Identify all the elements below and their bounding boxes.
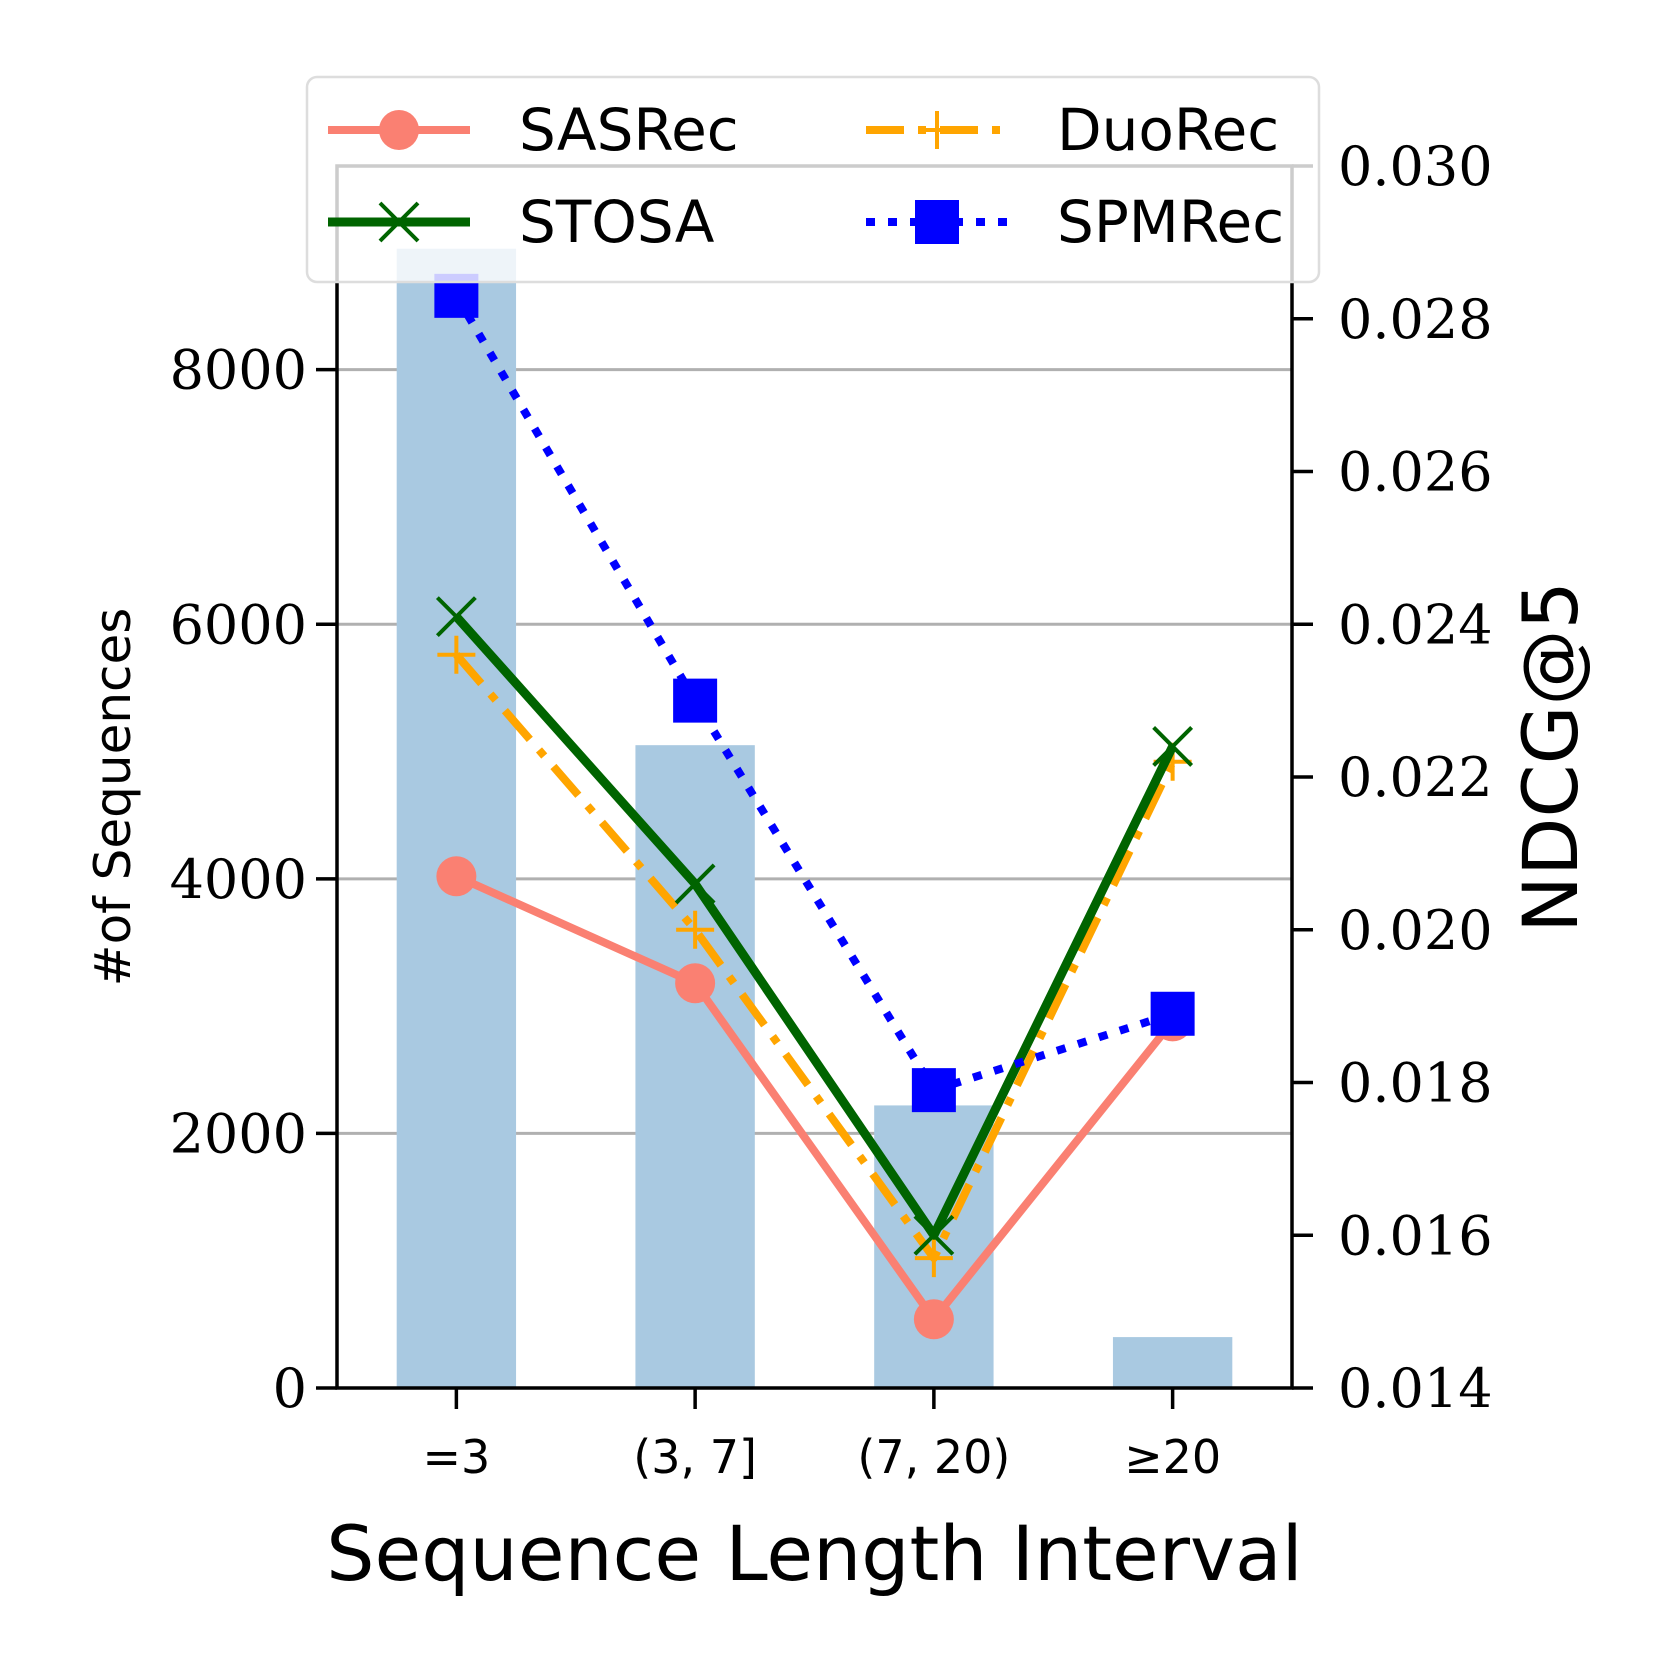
legend-label: DuoRec (1057, 96, 1279, 164)
data-point (436, 856, 477, 897)
left-tick-label: 8000 (170, 339, 307, 402)
left-axis-label: #of Sequences (84, 608, 142, 987)
left-tick-label: 2000 (170, 1102, 307, 1165)
data-point (915, 200, 959, 244)
data-point (673, 678, 718, 723)
bar (1112, 1337, 1233, 1388)
data-point (435, 596, 477, 638)
right-tick-label: 0.016 (1338, 1204, 1493, 1267)
right-axis-label: NDCG@5 (1506, 581, 1595, 933)
data-point (675, 963, 716, 1004)
data-point (437, 635, 476, 674)
legend-item: SPMRec (866, 188, 1284, 256)
data-point (914, 1239, 953, 1278)
right-tick-label: 0.018 (1338, 1052, 1493, 1115)
bar (396, 248, 517, 1388)
series-stosa (435, 596, 1194, 1256)
right-tick-label: 0.022 (1338, 746, 1493, 809)
legend: SASRec DuoRec STOSA SPMRec (305, 75, 1321, 284)
data-point (913, 1299, 954, 1340)
series-line (454, 872, 1176, 1324)
left-tick-label: 4000 (170, 848, 307, 911)
right-tick-label: 0.026 (1338, 441, 1493, 504)
data-point (913, 1214, 955, 1256)
x-axis-label: Sequence Length Interval (326, 1509, 1302, 1598)
series-line (453, 652, 1177, 1263)
data-point (1150, 991, 1195, 1036)
x-tick-label: =3 (422, 1430, 490, 1484)
data-point (676, 910, 715, 949)
legend-frame (305, 75, 1321, 284)
series-line (453, 613, 1177, 1240)
right-tick-label: 0.028 (1338, 288, 1493, 351)
right-tick-label: 0.014 (1338, 1357, 1493, 1420)
data-point (918, 111, 956, 149)
data-point (379, 110, 419, 150)
left-tick-label: 6000 (170, 593, 307, 656)
legend-label: SASRec (519, 96, 739, 164)
legend-item: SASRec (328, 96, 739, 164)
data-point (674, 863, 716, 905)
x-tick-label: ≥20 (1124, 1430, 1221, 1484)
series-duorec (437, 635, 1192, 1278)
legend-label: SPMRec (1057, 188, 1284, 256)
x-tick-label: (3, 7] (633, 1430, 757, 1484)
legend-item: STOSA (328, 188, 715, 256)
right-tick-label: 0.030 (1338, 135, 1493, 198)
x-tick-label: (7, 20) (857, 1430, 1010, 1484)
right-tick-label: 0.024 (1338, 593, 1493, 656)
data-point (911, 1068, 956, 1113)
bar (635, 745, 755, 1388)
legend-label: STOSA (519, 188, 715, 256)
right-tick-label: 0.020 (1338, 899, 1493, 962)
series-spmrec (434, 273, 1195, 1113)
legend-item: DuoRec (866, 96, 1279, 164)
left-tick-label: 0 (273, 1357, 307, 1420)
data-point (1152, 726, 1194, 767)
data-point (378, 201, 420, 243)
